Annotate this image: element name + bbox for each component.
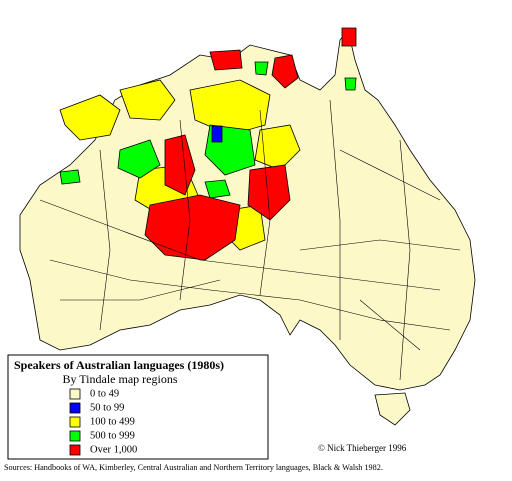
tasmania bbox=[374, 392, 411, 426]
region-blue bbox=[211, 125, 223, 143]
credit: © Nick Thieberger 1996 bbox=[318, 443, 407, 453]
region-green bbox=[117, 139, 161, 179]
legend-swatch bbox=[69, 388, 81, 400]
region-red bbox=[271, 54, 299, 89]
region-yellow bbox=[189, 79, 271, 136]
legend-swatch bbox=[69, 416, 81, 428]
region-yellow bbox=[59, 94, 121, 141]
region-red bbox=[341, 27, 357, 47]
legend-subtitle: By Tindale map regions bbox=[62, 372, 177, 386]
sources: Sources: Handbooks of WA, Kimberley, Cen… bbox=[4, 463, 383, 472]
legend-label: 100 to 499 bbox=[90, 416, 135, 427]
language-regions bbox=[59, 27, 357, 261]
region-green bbox=[204, 179, 231, 199]
legend: Speakers of Australian languages (1980s)… bbox=[7, 354, 269, 460]
region-red bbox=[209, 49, 243, 71]
border-lines bbox=[39, 99, 461, 381]
legend-label: 50 to 99 bbox=[90, 402, 124, 413]
region-yellow bbox=[119, 79, 176, 121]
legend-swatch bbox=[69, 402, 81, 414]
region-red bbox=[144, 194, 241, 261]
legend-swatch bbox=[69, 444, 81, 456]
legend-label: Over 1,000 bbox=[90, 444, 137, 455]
region-yellow bbox=[254, 124, 301, 171]
legend-swatch bbox=[69, 430, 81, 442]
region-green bbox=[59, 169, 81, 185]
legend-label: 500 to 999 bbox=[90, 430, 135, 441]
region-green bbox=[344, 77, 357, 91]
region-green bbox=[254, 61, 269, 76]
region-borders bbox=[39, 99, 461, 381]
region-red bbox=[247, 164, 291, 221]
legend-title: Speakers of Australian languages (1980s) bbox=[14, 358, 224, 372]
legend-box bbox=[7, 354, 269, 460]
legend-label: 0 to 49 bbox=[90, 388, 119, 399]
